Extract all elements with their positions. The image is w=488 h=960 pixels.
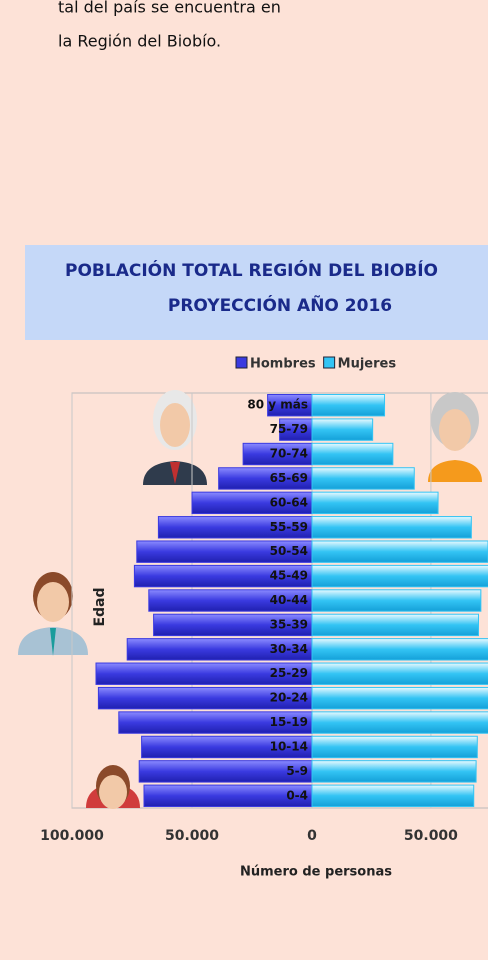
category-label: 0-4 xyxy=(286,788,308,802)
category-label: 65-69 xyxy=(270,471,308,485)
category-label: 60-64 xyxy=(270,495,308,509)
icon-boy xyxy=(86,765,140,809)
legend-label: Hombres xyxy=(250,357,316,372)
category-label: 10-14 xyxy=(270,739,308,753)
bar xyxy=(311,784,475,808)
bar xyxy=(311,394,386,417)
legend-label: Mujeres xyxy=(338,357,397,372)
bar xyxy=(311,711,488,734)
bar xyxy=(311,686,488,710)
category-label: 40-44 xyxy=(270,593,308,607)
x-tick-label: 100.000 xyxy=(40,828,104,844)
icon-old-man xyxy=(143,390,207,485)
x-tick-label: 50.000 xyxy=(404,828,458,844)
category-label: 20-24 xyxy=(270,691,308,705)
x-tick-label: 0 xyxy=(307,828,317,844)
y-axis-title: Edad xyxy=(92,587,108,626)
legend-swatch xyxy=(323,356,336,369)
category-label: 30-34 xyxy=(270,642,308,656)
legend-swatch xyxy=(235,356,248,369)
icon-man xyxy=(18,572,88,656)
category-label: 75-79 xyxy=(270,422,308,436)
category-label: 15-19 xyxy=(270,715,308,729)
bar xyxy=(311,613,479,637)
category-label: 45-49 xyxy=(270,569,308,583)
x-tick-label: 50.000 xyxy=(165,828,219,844)
category-label: 35-39 xyxy=(270,617,308,631)
bar xyxy=(311,418,374,441)
title-box xyxy=(25,245,488,340)
bar xyxy=(311,589,482,612)
icon-old-woman xyxy=(428,392,482,482)
category-label: 80 y más xyxy=(247,398,308,412)
category-label: 70-74 xyxy=(270,447,308,461)
bar xyxy=(311,760,477,783)
category-label: 55-59 xyxy=(270,520,308,534)
bar xyxy=(311,540,488,563)
category-label: 50-54 xyxy=(270,544,308,558)
intro-line: la Región del Biobío. xyxy=(58,32,221,51)
category-label: 25-29 xyxy=(270,666,308,680)
bar xyxy=(311,638,488,661)
bar xyxy=(311,735,478,759)
category-label: 5-9 xyxy=(286,764,308,778)
bar xyxy=(311,662,488,685)
intro-line: tal del país se encuentra en xyxy=(58,0,281,17)
x-axis-title: Número de personas xyxy=(240,865,392,880)
bar xyxy=(311,442,394,466)
chart-title: PROYECCIÓN AÑO 2016 xyxy=(168,293,392,316)
bar xyxy=(311,516,472,539)
bar xyxy=(311,564,488,588)
chart-title: POBLACIÓN TOTAL REGIÓN DEL BIOBÍO xyxy=(65,259,438,281)
bar xyxy=(311,467,415,490)
bar xyxy=(311,491,439,515)
